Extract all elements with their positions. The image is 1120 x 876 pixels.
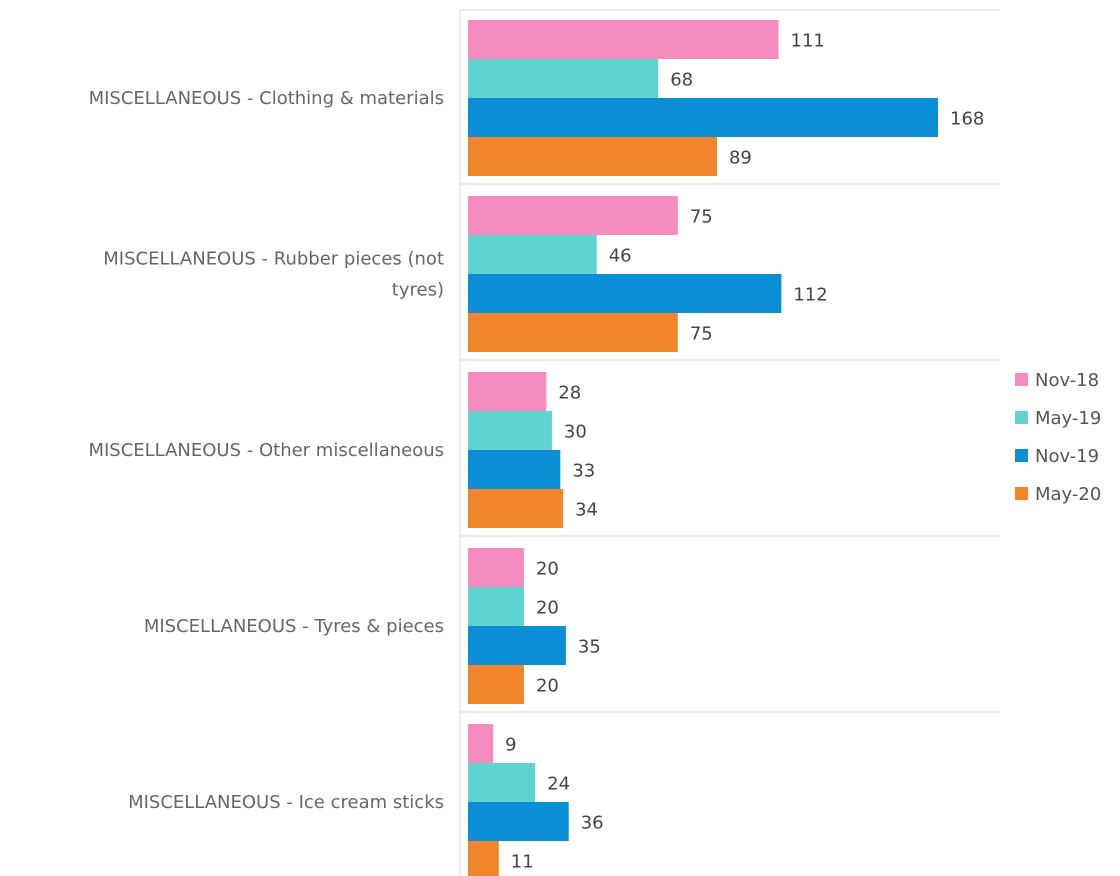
bar (468, 665, 524, 704)
data-label: 89 (729, 148, 752, 169)
data-label: 112 (793, 285, 827, 306)
bar (468, 274, 782, 313)
bar (468, 196, 678, 235)
category-label: MISCELLANEOUS - Other miscellaneous (88, 440, 444, 461)
bar (468, 235, 597, 274)
bar (468, 841, 499, 876)
category-label: tyres) (392, 280, 444, 301)
data-label: 168 (950, 109, 984, 130)
data-label: 75 (690, 324, 713, 345)
legend-label: Nov-18 (1035, 370, 1099, 391)
data-label: 28 (558, 383, 581, 404)
bar (468, 450, 561, 489)
bar (468, 372, 547, 411)
data-label: 9 (505, 735, 516, 756)
bar (468, 548, 524, 587)
category-label: MISCELLANEOUS - Tyres & pieces (144, 616, 444, 637)
legend-swatch (1015, 373, 1028, 386)
data-label: 20 (536, 598, 559, 619)
data-label: 20 (536, 559, 559, 580)
bar (468, 20, 779, 59)
bar (468, 98, 938, 137)
data-label: 34 (575, 500, 598, 521)
bar (468, 489, 564, 528)
data-label: 20 (536, 676, 559, 697)
data-label: 11 (511, 852, 534, 873)
data-label: 24 (547, 774, 570, 795)
bar (468, 587, 524, 626)
bar (468, 626, 566, 665)
bar (468, 313, 678, 352)
data-label: 35 (578, 637, 601, 658)
category-label: MISCELLANEOUS - Rubber pieces (not (103, 249, 444, 270)
bar (468, 137, 717, 176)
bar (468, 763, 536, 802)
data-label: 46 (609, 246, 632, 267)
bar (468, 802, 569, 841)
legend-label: May-20 (1035, 484, 1101, 505)
legend-label: May-19 (1035, 408, 1101, 429)
category-label: MISCELLANEOUS - Ice cream sticks (128, 792, 444, 813)
data-label: 68 (670, 70, 693, 91)
bar (468, 59, 659, 98)
bar (468, 724, 494, 763)
data-label: 75 (690, 207, 713, 228)
legend-swatch (1015, 411, 1028, 424)
data-label: 33 (572, 461, 595, 482)
data-label: 36 (581, 813, 604, 834)
bar (468, 411, 552, 450)
data-label: 111 (791, 31, 825, 52)
legend-swatch (1015, 487, 1028, 500)
legend-swatch (1015, 449, 1028, 462)
legend-label: Nov-19 (1035, 446, 1099, 467)
category-label: MISCELLANEOUS - Clothing & materials (89, 88, 444, 109)
data-label: 30 (564, 422, 587, 443)
